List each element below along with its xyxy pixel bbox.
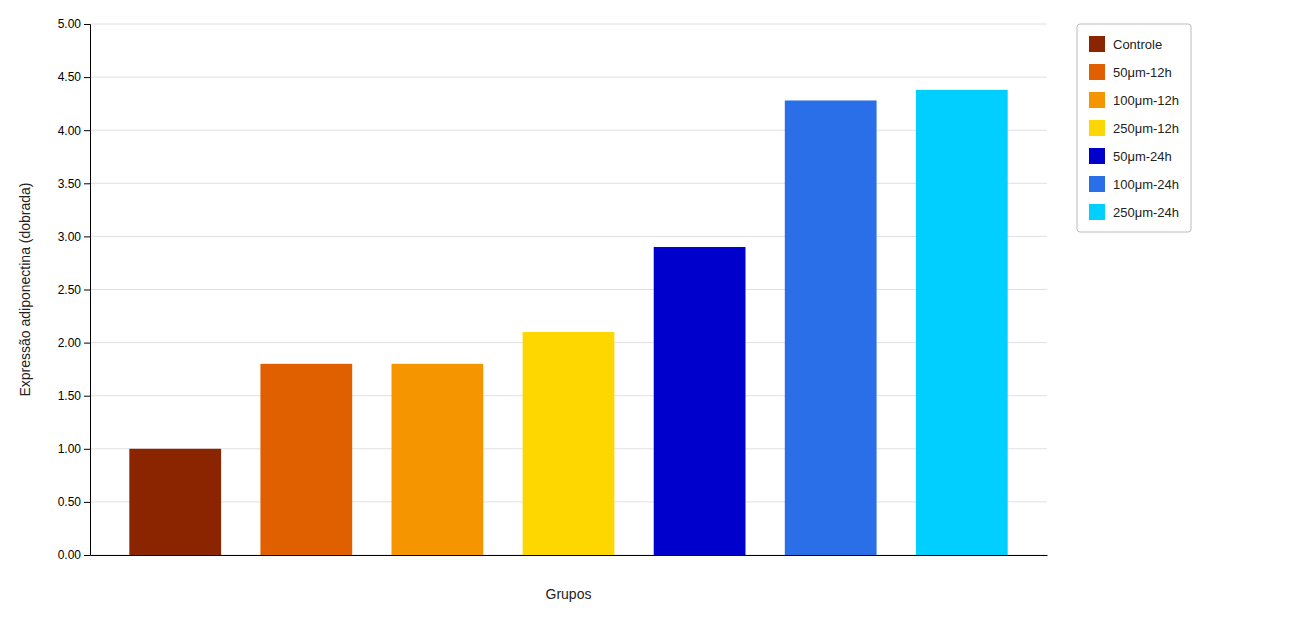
- bar: [392, 364, 484, 555]
- y-tick: 1.50: [58, 389, 90, 403]
- y-tick-mark: [84, 77, 90, 78]
- bar: [785, 100, 877, 555]
- y-tick: 5.00: [58, 17, 90, 31]
- chart: 0.00 0.50 1.00 1.50 2.00 2.50 3.00 3.50 4.00 4.50…: [0, 0, 1297, 619]
- bar: [129, 449, 221, 555]
- legend-item: 250μm-24h: [1089, 204, 1179, 220]
- legend-label: 250μm-24h: [1113, 205, 1179, 220]
- legend-label: 50μm-12h: [1113, 65, 1172, 80]
- y-axis-line: [84, 25, 91, 556]
- legend-item: 50μm-24h: [1089, 148, 1172, 164]
- bar: [523, 332, 615, 555]
- grid-line: [90, 77, 1047, 78]
- y-tick-label: 0.50: [58, 495, 82, 509]
- y-tick: 3.50: [58, 177, 90, 191]
- y-tick: 4.00: [58, 124, 90, 138]
- legend-swatch: [1089, 204, 1105, 220]
- y-tick-mark: [84, 24, 90, 25]
- x-axis: [91, 555, 1048, 556]
- y-axis: 0.00 0.50 1.00 1.50 2.00 2.50 3.00 3.50 4.00 4.50…: [58, 17, 91, 562]
- legend-label: 100μm-12h: [1113, 93, 1179, 108]
- y-tick: 2.00: [58, 336, 90, 350]
- x-axis-title: Grupos: [546, 586, 592, 602]
- bar: [916, 90, 1008, 555]
- legend-item: 100μm-24h: [1089, 176, 1179, 192]
- y-tick: 0.00: [58, 548, 90, 562]
- grid-line: [90, 289, 1047, 290]
- x-axis-line: [91, 555, 1048, 556]
- legend: Controle 50μm-12h 100μm-12h 250μm-12h 50μm-2…: [1077, 24, 1191, 232]
- y-tick-mark: [84, 343, 90, 344]
- bars: [129, 90, 1007, 555]
- y-tick-label: 1.50: [58, 389, 82, 403]
- grid-line: [90, 130, 1047, 131]
- plot: 0.00 0.50 1.00 1.50 2.00 2.50 3.00 3.50 4.00 4.50…: [17, 17, 1048, 602]
- y-tick: 2.50: [58, 283, 90, 297]
- grid-line: [90, 236, 1047, 237]
- y-tick-label: 3.50: [58, 177, 82, 191]
- y-tick-mark: [84, 183, 90, 184]
- y-tick: 0.50: [58, 495, 90, 509]
- legend-swatch: [1089, 176, 1105, 192]
- legend-item: 250μm-12h: [1089, 120, 1179, 136]
- legend-label: 100μm-24h: [1113, 177, 1179, 192]
- y-tick-label: 4.00: [58, 124, 82, 138]
- y-tick-mark: [84, 236, 90, 237]
- y-tick-mark: [84, 555, 90, 556]
- legend-swatch: [1089, 148, 1105, 164]
- y-axis-title: Expressão adiponectina (dobrada): [17, 182, 33, 396]
- legend-label: 50μm-24h: [1113, 149, 1172, 164]
- y-tick-mark: [84, 502, 90, 503]
- legend-item: Controle: [1089, 36, 1162, 52]
- legend-item: 50μm-12h: [1089, 64, 1172, 80]
- grid-line: [90, 24, 1047, 25]
- bar: [654, 247, 746, 555]
- y-tick: 1.00: [58, 442, 90, 456]
- grid-line: [90, 183, 1047, 184]
- legend-item: 100μm-12h: [1089, 92, 1179, 108]
- y-tick-label: 4.50: [58, 70, 82, 84]
- legend-swatch: [1089, 36, 1105, 52]
- y-tick: 4.50: [58, 70, 90, 84]
- legend-label: 250μm-12h: [1113, 121, 1179, 136]
- legend-label: Controle: [1113, 37, 1162, 52]
- y-tick-label: 3.00: [58, 230, 82, 244]
- y-tick-label: 2.00: [58, 336, 82, 350]
- grid: [90, 24, 1047, 555]
- legend-swatch: [1089, 120, 1105, 136]
- y-tick: 3.00: [58, 230, 90, 244]
- legend-swatch: [1089, 92, 1105, 108]
- y-tick-mark: [84, 290, 90, 291]
- y-tick-label: 2.50: [58, 283, 82, 297]
- y-tick-mark: [84, 449, 90, 450]
- y-tick-label: 5.00: [58, 17, 82, 31]
- legend-frame: [1077, 24, 1191, 232]
- bar: [260, 364, 352, 555]
- y-tick-label: 0.00: [58, 548, 82, 562]
- y-tick-mark: [84, 130, 90, 131]
- y-tick-label: 1.00: [58, 442, 82, 456]
- y-tick-mark: [84, 396, 90, 397]
- legend-swatch: [1089, 64, 1105, 80]
